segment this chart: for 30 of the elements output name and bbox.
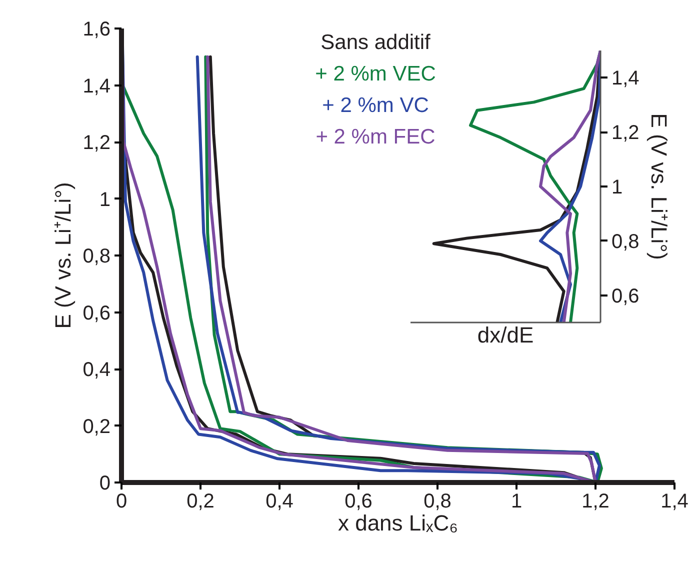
y-tick-label: 1 [612, 176, 623, 198]
x-tick-label: 1 [510, 490, 522, 512]
x-tick-label: 0,4 [266, 490, 294, 512]
y-axis-title: E (V vs. Li⁺/Li°) [50, 182, 76, 329]
x-tick-label: 0,8 [424, 490, 452, 512]
y-tick-label: 0,6 [82, 302, 111, 324]
y-tick-label: 1,6 [82, 18, 111, 40]
x-axis-title: dx/dE [477, 322, 534, 348]
y-tick-label: 1,2 [612, 122, 640, 144]
x-axis-title: x dans LiₓC₆ [338, 510, 458, 536]
y-tick-label: 1,2 [82, 132, 111, 154]
text: + 2 %m FEC [316, 126, 436, 148]
x-tick-label: 1,2 [582, 490, 610, 512]
y-tick-label: 1,4 [82, 75, 111, 98]
y-tick-label: 0,8 [612, 230, 640, 253]
x-tick-label: 0,2 [186, 490, 214, 512]
x-tick-label: 0,6 [344, 490, 372, 512]
text: + 2 %m VC [322, 94, 429, 117]
y-tick-label: 1,4 [612, 68, 640, 90]
y-tick-label: 0,8 [82, 246, 111, 268]
y-axis-title: E (V vs. Li⁺/Li°) [646, 113, 672, 260]
text: + 2 %m VEC [315, 62, 436, 86]
y-tick-label: 1 [99, 188, 110, 211]
y-tick-label: 0,4 [82, 359, 111, 381]
x-tick-label: 0 [116, 490, 128, 512]
y-tick-label: 0 [99, 472, 110, 494]
text: Sans additif [320, 31, 431, 54]
y-tick-label: 0,6 [612, 285, 640, 308]
x-tick-label: 1,4 [660, 490, 688, 512]
y-tick-label: 0,2 [82, 416, 111, 438]
